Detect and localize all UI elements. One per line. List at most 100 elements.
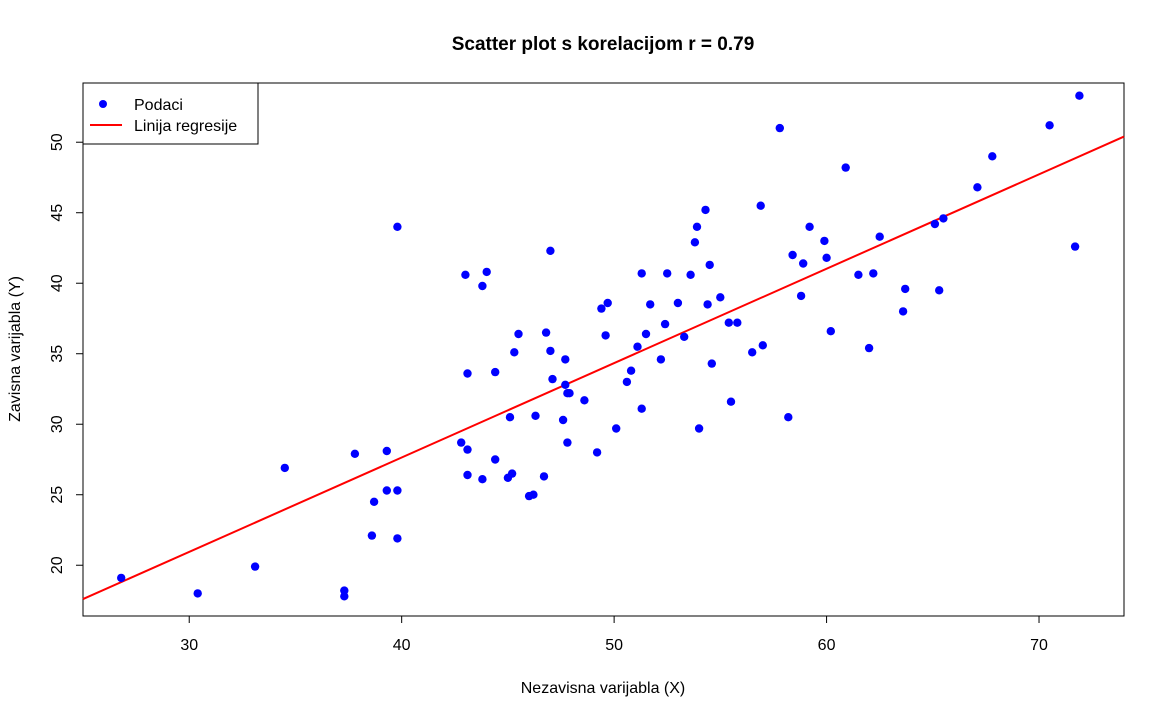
data-point <box>694 424 704 433</box>
data-point <box>930 219 940 229</box>
data-point <box>637 269 646 278</box>
data-point <box>656 355 666 364</box>
data-point <box>369 497 379 506</box>
y-axis-label: Zavisna varijabla (Y) <box>7 276 24 422</box>
data-point <box>799 259 808 268</box>
data-point <box>758 341 767 350</box>
data-point <box>686 270 695 279</box>
data-point <box>580 396 589 405</box>
data-point <box>822 253 831 262</box>
data-point <box>193 589 202 598</box>
data-point <box>939 214 948 223</box>
data-point <box>854 270 863 279</box>
y-tick-label: 30 <box>49 415 66 433</box>
data-point <box>973 183 982 192</box>
y-tick-label: 45 <box>49 204 66 222</box>
data-point <box>805 222 814 231</box>
data-point <box>592 448 602 457</box>
data-point <box>393 534 402 543</box>
data-point <box>463 369 472 378</box>
data-point <box>507 469 517 478</box>
data-point <box>563 438 572 447</box>
data-point <box>660 319 670 329</box>
data-point <box>350 449 360 458</box>
data-point <box>529 490 538 499</box>
data-point <box>510 348 519 357</box>
legend-label-podaci: Podaci <box>134 97 183 114</box>
data-point <box>898 307 908 316</box>
x-tick-label: 30 <box>180 637 198 654</box>
data-point <box>748 348 757 357</box>
data-point <box>505 413 515 422</box>
data-point <box>796 291 806 301</box>
data-point <box>461 270 470 279</box>
data-point <box>673 298 683 308</box>
data-point <box>901 284 910 294</box>
data-point <box>826 327 835 336</box>
data-point <box>478 281 487 291</box>
regression-line-group <box>82 135 1125 600</box>
data-point <box>382 446 391 456</box>
data-point <box>548 374 557 384</box>
data-point <box>491 455 500 464</box>
data-point <box>724 318 733 327</box>
data-point <box>561 355 570 364</box>
data-point <box>701 205 710 215</box>
x-tick-label: 70 <box>1030 637 1048 654</box>
data-point <box>514 329 523 339</box>
data-point <box>775 123 784 133</box>
legend-point-marker <box>99 100 107 108</box>
data-point <box>864 343 874 353</box>
data-point <box>637 404 646 413</box>
data-point <box>733 318 742 327</box>
data-point <box>641 329 651 339</box>
legend: Podaci Linija regresije <box>82 82 259 145</box>
data-point <box>988 152 997 161</box>
data-point <box>367 531 377 540</box>
data-point <box>1070 242 1080 251</box>
data-point <box>690 238 700 247</box>
x-tick-label: 60 <box>818 637 836 654</box>
data-point <box>565 389 574 398</box>
data-point <box>561 380 570 389</box>
y-tick-label: 35 <box>49 345 66 363</box>
data-point <box>482 267 491 277</box>
data-point <box>541 328 551 337</box>
data-point <box>784 413 793 422</box>
data-point <box>841 163 850 172</box>
data-point <box>340 586 349 595</box>
data-point <box>463 470 472 480</box>
data-point <box>726 397 736 406</box>
data-point <box>703 300 712 309</box>
data-point <box>491 367 500 377</box>
x-tick-label: 40 <box>393 637 411 654</box>
data-point <box>788 250 797 260</box>
legend-box <box>82 82 259 145</box>
data-point <box>646 300 655 309</box>
legend-label-regresija: Linija regresije <box>134 118 237 135</box>
data-point <box>692 222 702 231</box>
x-axis-label: Nezavisna varijabla (X) <box>521 680 686 697</box>
data-point <box>393 222 402 231</box>
data-point <box>820 236 829 246</box>
data-point <box>705 260 714 270</box>
data-point <box>457 438 466 447</box>
data-point <box>663 269 672 278</box>
data-point <box>680 332 689 341</box>
data-point <box>875 232 884 241</box>
plot-frame <box>82 82 1125 617</box>
data-points <box>117 91 1084 601</box>
data-point <box>382 486 391 495</box>
data-point <box>869 269 878 278</box>
chart-title: Scatter plot s korelacijom r = 0.79 <box>452 34 755 55</box>
y-tick-label: 40 <box>49 274 66 292</box>
y-axis: 20 25 30 35 40 45 50 <box>49 133 84 574</box>
data-point <box>280 463 289 473</box>
data-point <box>546 346 555 356</box>
x-axis: 30 40 50 60 70 <box>180 615 1048 654</box>
data-point <box>603 298 612 308</box>
data-point <box>250 562 260 571</box>
data-point <box>597 304 606 313</box>
data-point <box>612 424 621 433</box>
